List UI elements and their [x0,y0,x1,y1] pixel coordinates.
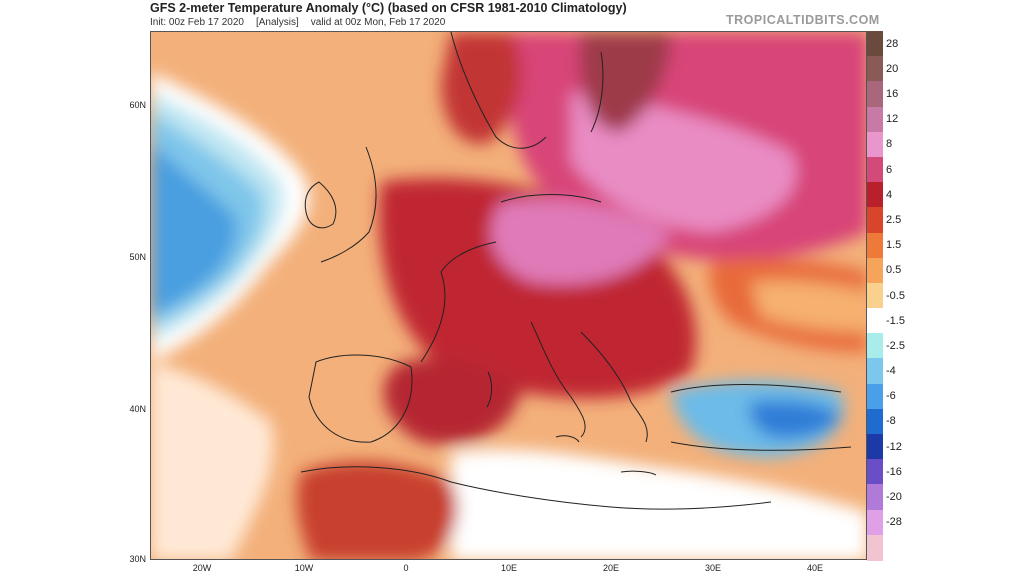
colorbar-segment [867,534,883,561]
coastlines [300,32,852,510]
colorbar-segment [867,182,883,208]
colorbar-segment [867,434,883,460]
turkey-coast [670,384,852,451]
anomaly-field [151,32,866,559]
colorbar-segment [867,408,883,435]
colorbar-segment [867,459,883,486]
colorbar-tick-label: 1.5 [886,239,902,252]
lon-label-40e: 40E [806,563,823,573]
colorbar-tick-label: -12 [886,440,902,453]
colorbar-segment [867,509,883,536]
sicily [555,435,580,443]
colorbar-segment [867,31,883,57]
colorbar-segment [867,156,883,183]
colorbar-tick-label: 28 [886,37,899,50]
lon-label-10e: 10E [500,563,517,573]
corsica-sardinia [486,371,493,408]
colorbar-tick-label: -2.5 [886,339,905,352]
lat-label-40n: 40N [129,404,146,414]
colorbar-tick-label: -4 [886,365,896,378]
lat-label-50n: 50N [129,252,146,262]
baltic-coast [500,194,602,203]
colorbar-segment [867,56,883,82]
islands [486,371,657,476]
lon-label-20w: 20W [192,563,212,573]
colorbar-tick-label: 4 [886,188,893,201]
colorbar-tick-label: 0.5 [886,264,902,277]
scandinavia-coast [450,32,604,149]
lon-label-30e: 30E [704,563,721,573]
colorbar-tick-label: 20 [886,62,899,75]
brand-watermark: TROPICALTIDBITS.COM [726,13,880,27]
colorbar-tick-label: 2.5 [886,213,902,226]
colorbar-segment [867,333,883,360]
lon-label-20e: 20E [602,563,619,573]
colorbar-segment [867,358,883,385]
anomaly-colorbar [867,31,883,561]
britain-coast [320,146,377,263]
colorbar-tick-label: 8 [886,138,893,151]
map-subtitle: Init: 00z Feb 17 2020 [Analysis] valid at … [150,17,457,28]
crete [620,470,657,476]
colorbar-segment [867,257,883,284]
lat-label-60n: 60N [129,100,146,110]
colorbar-segment [867,207,883,234]
italy-coast [530,321,586,438]
valid-time: valid at 00z Mon, Feb 17 2020 [310,17,446,28]
colorbar-tick-label: -28 [886,516,902,529]
colorbar-tick-label: -6 [886,390,896,403]
balkan-coast [580,331,648,443]
colorbar-segment [867,81,883,108]
map-title: GFS 2-meter Temperature Anomaly (°C) (ba… [150,1,627,15]
temperature-anomaly-map [150,31,867,560]
map-canvas [151,32,866,559]
colorbar-tick-label: -16 [886,465,902,478]
init-time: Init: 00z Feb 17 2020 [150,17,244,28]
colorbar-tick-label: 16 [886,87,899,100]
colorbar-segment [867,484,883,511]
colorbar-tick-label: -20 [886,491,902,504]
analysis-tag: [Analysis] [255,17,299,28]
colorbar-segment [867,383,883,410]
iberia-coast [308,354,413,443]
france-coast [420,241,497,363]
colorbar-segment [867,106,883,133]
lon-label-0: 0 [403,563,409,573]
colorbar-segment [867,282,883,309]
ireland-coast [304,181,337,229]
lon-label-10w: 10W [294,563,314,573]
colorbar-segment [867,308,883,334]
africa-coast [300,466,772,510]
colorbar-tick-label: -8 [886,415,896,428]
lat-label-30n: 30N [129,554,146,564]
colorbar-tick-label: 12 [886,113,899,126]
colorbar-tick-label: -0.5 [886,289,905,302]
colorbar-segment [867,232,883,259]
colorbar-tick-label: 6 [886,163,893,176]
colorbar-tick-label: -1.5 [886,314,905,327]
colorbar-segment [867,131,883,158]
